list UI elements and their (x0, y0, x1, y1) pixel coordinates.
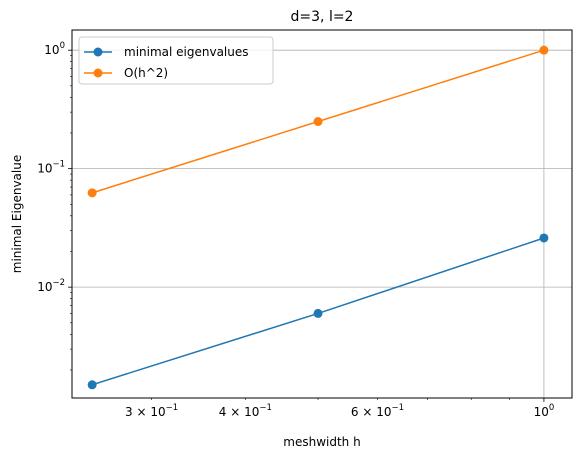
x-tick-label: 4 × 10−1 (219, 403, 272, 419)
x-tick-label: 100 (534, 403, 555, 419)
series-layer (87, 45, 549, 390)
y-tick-label: 10−1 (37, 160, 65, 176)
legend-box (78, 36, 274, 85)
x-tick-label: 3 × 10−1 (125, 403, 178, 419)
x-axis-label: meshwidth h (283, 435, 360, 449)
legend-label: minimal eigenvalues (124, 45, 249, 59)
data-point (87, 380, 97, 390)
data-point (313, 117, 323, 127)
ticks: 10−2 10−1 100 3 × 10−1 4 × 10−1 6 × 10−1 100 (37, 41, 554, 419)
chart-title: d=3, l=2 (291, 9, 354, 25)
y-tick-label: 10−2 (37, 278, 65, 294)
data-point (87, 188, 97, 198)
legend: minimal eigenvalues O(h^2) (78, 36, 274, 85)
plot-frame (71, 29, 573, 399)
data-point (539, 233, 549, 243)
data-point (313, 308, 323, 318)
y-axis-label: minimal Eigenvalue (10, 155, 24, 273)
data-point (539, 45, 549, 55)
x-tick-label: 6 × 10−1 (351, 403, 404, 419)
y-tick-label: 100 (44, 41, 65, 57)
legend-marker (93, 47, 103, 57)
legend-label: O(h^2) (124, 66, 168, 80)
legend-marker (93, 68, 103, 78)
